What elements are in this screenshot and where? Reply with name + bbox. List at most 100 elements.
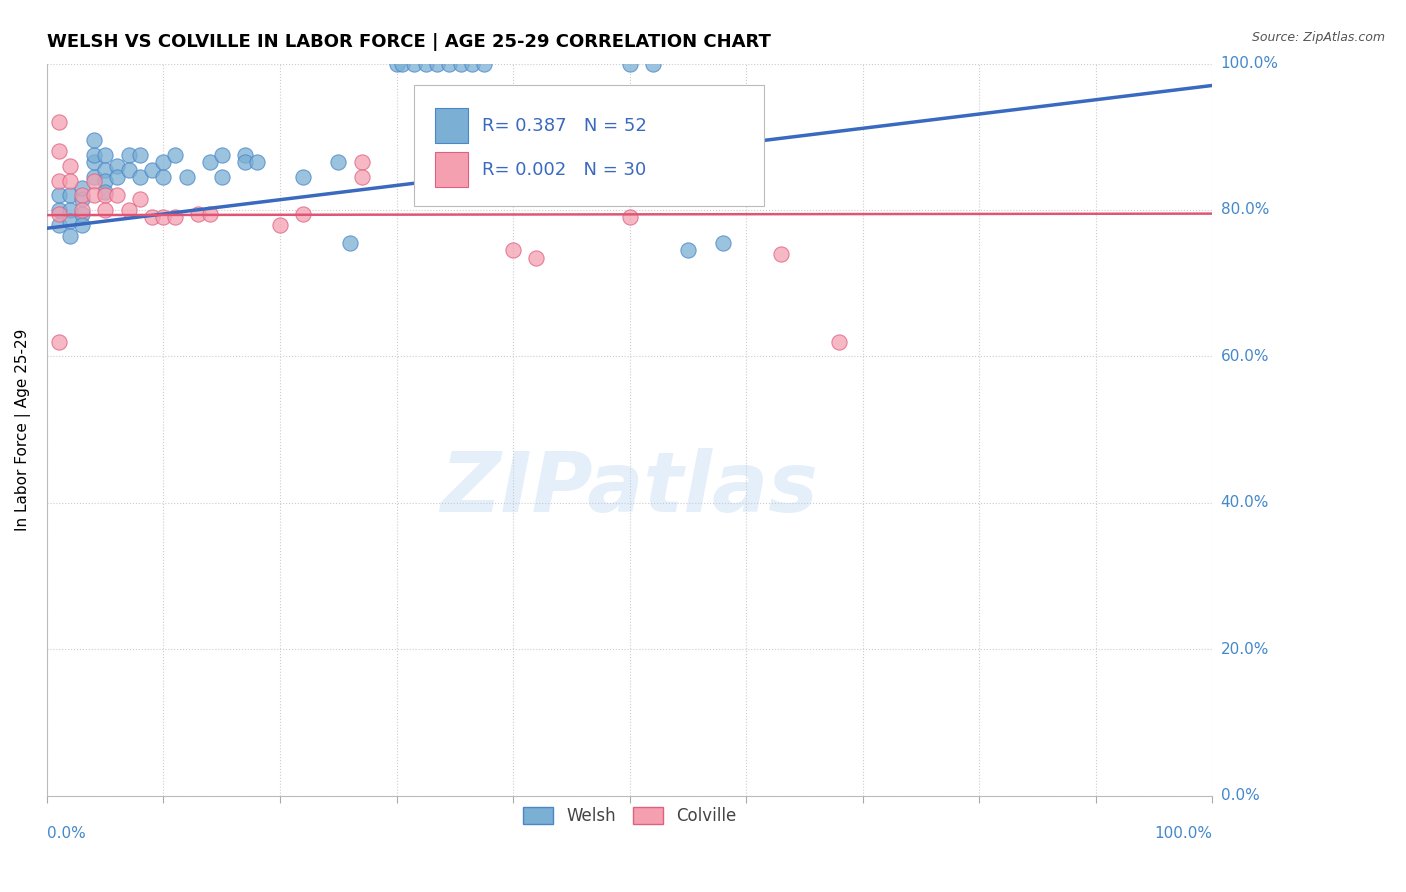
Point <box>437 56 460 70</box>
Point <box>59 188 82 202</box>
Legend: Welsh, Colville: Welsh, Colville <box>516 800 742 831</box>
Point <box>83 133 105 147</box>
Text: Source: ZipAtlas.com: Source: ZipAtlas.com <box>1251 31 1385 45</box>
Point <box>129 148 152 162</box>
Point <box>233 155 256 169</box>
Point <box>129 169 152 184</box>
Point <box>152 169 174 184</box>
Point <box>94 162 117 177</box>
Point <box>70 202 93 217</box>
Point <box>48 206 70 220</box>
Point <box>94 174 117 188</box>
Text: 100.0%: 100.0% <box>1220 56 1278 71</box>
Point <box>641 56 664 70</box>
Point <box>450 56 472 70</box>
Point <box>70 218 93 232</box>
FancyBboxPatch shape <box>413 86 763 206</box>
Point <box>165 211 187 225</box>
Point <box>233 148 256 162</box>
Point <box>94 188 117 202</box>
Point <box>198 155 221 169</box>
Point <box>83 174 105 188</box>
Text: 60.0%: 60.0% <box>1220 349 1270 364</box>
Text: 100.0%: 100.0% <box>1154 826 1212 841</box>
Point <box>59 159 82 173</box>
Point <box>70 206 93 220</box>
Point <box>828 334 851 349</box>
Text: WELSH VS COLVILLE IN LABOR FORCE | AGE 25-29 CORRELATION CHART: WELSH VS COLVILLE IN LABOR FORCE | AGE 2… <box>46 33 770 51</box>
Point <box>350 169 373 184</box>
Point <box>391 56 413 70</box>
Text: 80.0%: 80.0% <box>1220 202 1268 218</box>
FancyBboxPatch shape <box>434 108 468 144</box>
Point <box>711 235 734 250</box>
Point <box>524 251 547 265</box>
Point <box>48 174 70 188</box>
Point <box>105 169 128 184</box>
Point <box>770 247 793 261</box>
Point <box>70 192 93 206</box>
Point <box>152 211 174 225</box>
Point <box>83 188 105 202</box>
Point <box>176 169 198 184</box>
Point <box>152 155 174 169</box>
Point <box>165 148 187 162</box>
Point <box>129 192 152 206</box>
Point <box>117 162 139 177</box>
Point <box>461 56 484 70</box>
Text: 0.0%: 0.0% <box>1220 789 1260 804</box>
Point <box>59 202 82 217</box>
Point <box>83 155 105 169</box>
Point <box>292 169 315 184</box>
Point <box>619 56 641 70</box>
Point <box>117 202 139 217</box>
Point <box>328 155 350 169</box>
Point <box>105 188 128 202</box>
Point <box>402 56 425 70</box>
Point <box>502 244 524 258</box>
Point <box>48 334 70 349</box>
Text: R= 0.002   N = 30: R= 0.002 N = 30 <box>482 161 645 178</box>
Point <box>211 169 233 184</box>
Point <box>83 148 105 162</box>
Point <box>246 155 269 169</box>
Point <box>94 202 117 217</box>
Point <box>385 56 408 70</box>
Point <box>59 228 82 243</box>
Point <box>269 218 291 232</box>
Point <box>48 115 70 129</box>
Point <box>105 159 128 173</box>
Point <box>48 145 70 159</box>
Point <box>415 56 437 70</box>
FancyBboxPatch shape <box>434 153 468 187</box>
Y-axis label: In Labor Force | Age 25-29: In Labor Force | Age 25-29 <box>15 328 31 531</box>
Point <box>48 218 70 232</box>
Point <box>70 188 93 202</box>
Point <box>117 148 139 162</box>
Point <box>472 56 495 70</box>
Point <box>619 211 641 225</box>
Point <box>59 174 82 188</box>
Point <box>94 185 117 199</box>
Point <box>70 181 93 195</box>
Point <box>198 206 221 220</box>
Point <box>94 148 117 162</box>
Text: 40.0%: 40.0% <box>1220 495 1268 510</box>
Point <box>292 206 315 220</box>
Text: 20.0%: 20.0% <box>1220 642 1268 657</box>
Point <box>59 214 82 228</box>
Text: R= 0.387   N = 52: R= 0.387 N = 52 <box>482 117 647 135</box>
Point <box>141 211 163 225</box>
Point <box>211 148 233 162</box>
Point <box>187 206 209 220</box>
Point <box>83 169 105 184</box>
Point <box>676 244 699 258</box>
Point <box>48 188 70 202</box>
Text: ZIPatlas: ZIPatlas <box>440 448 818 529</box>
Text: 0.0%: 0.0% <box>46 826 86 841</box>
Point <box>339 235 361 250</box>
Point <box>350 155 373 169</box>
Point <box>426 56 449 70</box>
Point <box>141 162 163 177</box>
Point <box>48 202 70 217</box>
